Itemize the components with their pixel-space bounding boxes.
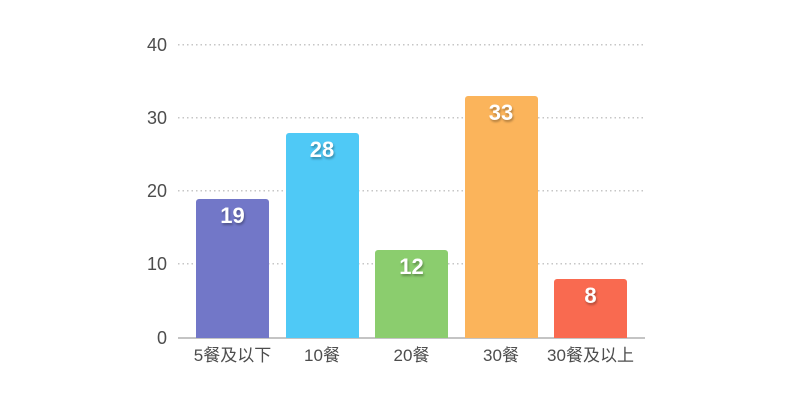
bar-30餐 <box>464 96 538 338</box>
bar-30餐及以上 <box>554 279 627 338</box>
x-axis-tick-label: 5餐及以下 <box>193 346 272 365</box>
bar-20餐 <box>375 249 448 338</box>
bar-value-label: 19 <box>220 202 245 228</box>
y-axis-tick-label: 10 <box>146 254 167 275</box>
gridline-y-40 <box>178 44 645 46</box>
y-axis-tick-label: 30 <box>146 108 167 129</box>
y-axis-tick-label: 20 <box>146 181 167 202</box>
bar-value-label: 33 <box>488 100 514 126</box>
gridline-y-30 <box>178 117 645 120</box>
gridline-y-20 <box>178 190 645 193</box>
y-axis-tick-label: 0 <box>156 327 167 348</box>
x-axis-tick-label: 30餐 <box>483 346 519 365</box>
bar-value-label: 12 <box>399 253 424 279</box>
y-axis-tick-label: 40 <box>146 35 167 55</box>
x-axis-line <box>178 336 645 339</box>
bar-5餐及以下 <box>196 198 269 338</box>
x-axis-tick-label: 30餐及以上 <box>547 346 634 365</box>
bar-10餐 <box>285 132 359 338</box>
bar-value-label: 8 <box>584 283 597 308</box>
x-axis-tick-label: 20餐 <box>393 346 430 365</box>
x-axis-tick-label: 10餐 <box>304 346 340 365</box>
bar-value-label: 28 <box>309 136 335 162</box>
